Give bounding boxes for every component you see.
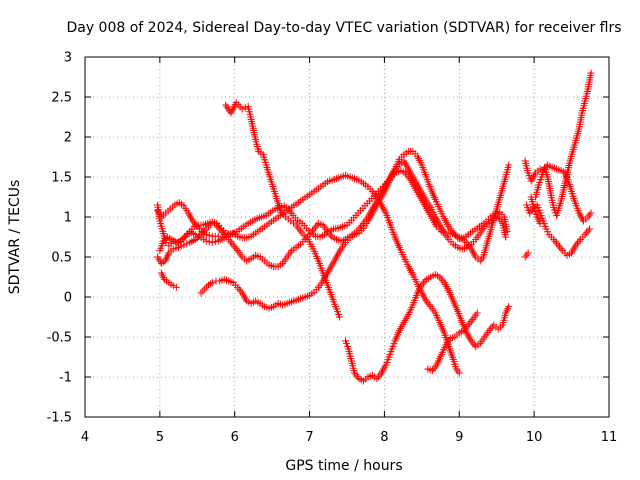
data-series <box>157 269 180 291</box>
data-point <box>205 238 213 246</box>
x-tick-label: 9 <box>455 430 463 445</box>
x-tick-label: 8 <box>380 430 388 445</box>
data-point <box>524 249 532 257</box>
data-point <box>208 239 216 247</box>
data-point <box>241 104 249 112</box>
x-tick-label: 4 <box>81 430 89 445</box>
data-point <box>502 233 510 241</box>
data-point <box>503 227 511 235</box>
x-tick-label: 7 <box>305 430 313 445</box>
y-tick-label: 0 <box>64 291 72 306</box>
data-point <box>505 303 513 311</box>
data-series <box>521 157 595 225</box>
data-point <box>202 237 210 245</box>
y-tick-label: 1 <box>64 211 72 226</box>
y-tick-label: 3 <box>64 51 72 66</box>
data-point <box>169 282 177 290</box>
y-tick-label: -0.5 <box>47 331 72 346</box>
data-point <box>455 369 463 377</box>
data-point <box>587 69 595 77</box>
data-point <box>172 283 180 291</box>
y-tick-label: -1.5 <box>47 411 72 426</box>
data-point <box>336 313 344 321</box>
data-series <box>342 271 513 385</box>
data-point <box>587 209 595 217</box>
x-tick-label: 5 <box>156 430 164 445</box>
data-points <box>154 69 595 385</box>
data-point <box>183 240 191 248</box>
data-point <box>473 309 481 317</box>
data-point <box>214 232 222 240</box>
y-tick-label: -1 <box>59 371 72 386</box>
y-tick-label: 0.5 <box>51 251 72 266</box>
y-tick-label: 2 <box>64 131 72 146</box>
data-series <box>424 309 481 375</box>
data-point <box>202 231 210 239</box>
plot-area-border <box>84 56 610 418</box>
data-point <box>238 105 246 113</box>
y-tick-label: 2.5 <box>51 91 72 106</box>
data-series <box>532 69 595 219</box>
chart-title: Day 008 of 2024, Sidereal Day-to-day VTE… <box>66 20 621 36</box>
x-axis-label: GPS time / hours <box>285 458 402 474</box>
y-axis-label: SDTVAR / TECUs <box>7 180 23 295</box>
data-point <box>180 241 188 249</box>
data-series <box>521 249 532 261</box>
data-series <box>523 201 594 259</box>
x-tick-label: 11 <box>601 430 618 445</box>
data-point <box>205 231 213 239</box>
x-tick-label: 10 <box>526 430 543 445</box>
data-series <box>197 147 513 312</box>
data-series <box>527 193 547 227</box>
data-point <box>539 217 547 225</box>
data-point <box>208 279 216 287</box>
data-series <box>156 167 511 255</box>
x-tick-label: 6 <box>231 430 239 445</box>
data-point <box>586 225 594 233</box>
data-series <box>222 99 344 321</box>
data-point <box>505 161 513 169</box>
x-axis-ticks: 4 5 6 7 8 9 10 11 <box>81 57 617 445</box>
y-tick-label: 1.5 <box>51 171 72 186</box>
data-series <box>154 199 222 240</box>
